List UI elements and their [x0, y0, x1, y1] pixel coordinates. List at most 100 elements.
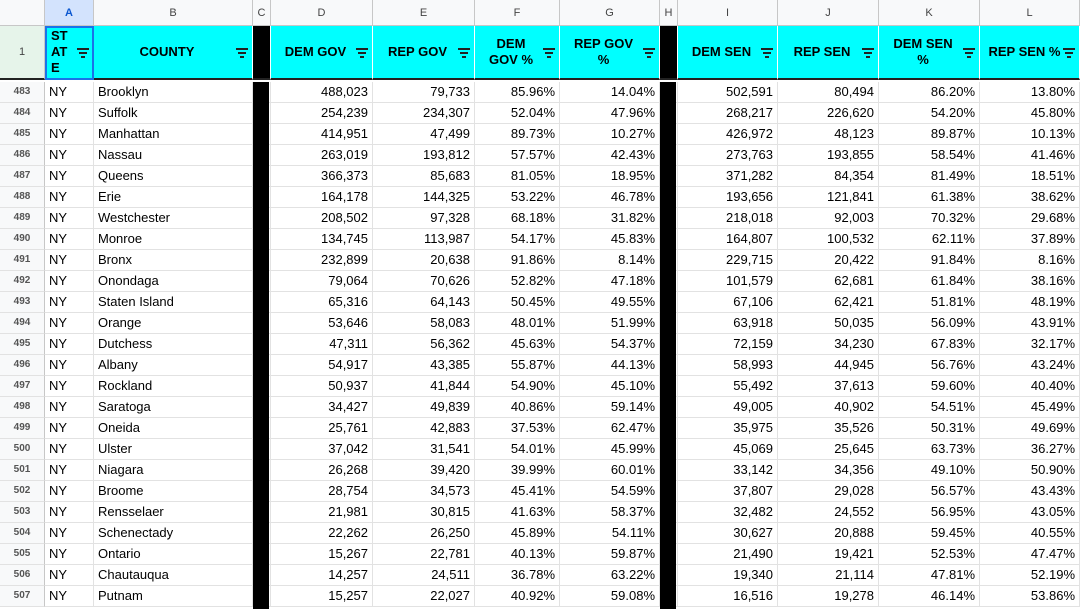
cell-state[interactable]: NY: [45, 397, 94, 418]
cell-rep-sen-pct[interactable]: 43.43%: [980, 481, 1080, 502]
cell-dem-gov[interactable]: 54,917: [271, 355, 373, 376]
cell-dem-gov-pct[interactable]: 55.87%: [475, 355, 560, 376]
cell-rep-gov[interactable]: 113,987: [373, 229, 475, 250]
row-number[interactable]: 492: [0, 271, 45, 292]
cell-rep-gov[interactable]: 39,420: [373, 460, 475, 481]
column-header-k[interactable]: K: [879, 0, 980, 26]
cell-dem-sen-pct[interactable]: 86.20%: [879, 82, 980, 103]
cell-dem-gov-pct[interactable]: 57.57%: [475, 145, 560, 166]
cell-dem-gov[interactable]: 488,023: [271, 82, 373, 103]
cell-county[interactable]: Putnam: [94, 586, 253, 607]
cell-rep-gov[interactable]: 64,143: [373, 292, 475, 313]
cell-dem-gov-pct[interactable]: 68.18%: [475, 208, 560, 229]
cell-state[interactable]: NY: [45, 460, 94, 481]
cell-rep-gov[interactable]: 34,573: [373, 481, 475, 502]
column-header-e[interactable]: E: [373, 0, 475, 26]
cell-rep-gov[interactable]: 24,511: [373, 565, 475, 586]
filter-icon[interactable]: [77, 48, 89, 58]
cell-dem-gov[interactable]: 15,267: [271, 544, 373, 565]
cell-rep-gov-pct[interactable]: 42.43%: [560, 145, 660, 166]
cell-dem-sen[interactable]: 229,715: [678, 250, 778, 271]
cell-dem-sen-pct[interactable]: 54.51%: [879, 397, 980, 418]
cell-rep-sen-pct[interactable]: 37.89%: [980, 229, 1080, 250]
cell-rep-gov-pct[interactable]: 10.27%: [560, 124, 660, 145]
cell-dem-gov[interactable]: 208,502: [271, 208, 373, 229]
row-number[interactable]: 507: [0, 586, 45, 607]
column-header-f[interactable]: F: [475, 0, 560, 26]
cell-dem-sen-pct[interactable]: 56.76%: [879, 355, 980, 376]
cell-rep-gov[interactable]: 70,626: [373, 271, 475, 292]
cell-rep-sen-pct[interactable]: 43.05%: [980, 502, 1080, 523]
row-number[interactable]: 489: [0, 208, 45, 229]
cell-dem-gov-pct[interactable]: 45.89%: [475, 523, 560, 544]
cell-dem-sen-pct[interactable]: 51.81%: [879, 292, 980, 313]
row-number[interactable]: 488: [0, 187, 45, 208]
cell-rep-sen[interactable]: 35,526: [778, 418, 879, 439]
cell-dem-sen-pct[interactable]: 56.57%: [879, 481, 980, 502]
cell-dem-sen-pct[interactable]: 56.95%: [879, 502, 980, 523]
cell-rep-gov[interactable]: 97,328: [373, 208, 475, 229]
cell-state[interactable]: NY: [45, 229, 94, 250]
cell-county[interactable]: Erie: [94, 187, 253, 208]
cell-dem-gov[interactable]: 50,937: [271, 376, 373, 397]
cell-rep-sen-pct[interactable]: 32.17%: [980, 334, 1080, 355]
column-header-i[interactable]: I: [678, 0, 778, 26]
cell-rep-sen[interactable]: 121,841: [778, 187, 879, 208]
cell-rep-sen[interactable]: 34,230: [778, 334, 879, 355]
row-number[interactable]: 499: [0, 418, 45, 439]
cell-dem-gov[interactable]: 366,373: [271, 166, 373, 187]
row-number[interactable]: 495: [0, 334, 45, 355]
cell-dem-gov[interactable]: 28,754: [271, 481, 373, 502]
cell-county[interactable]: Saratoga: [94, 397, 253, 418]
cell-dem-sen-pct[interactable]: 63.73%: [879, 439, 980, 460]
cell-dem-sen[interactable]: 30,627: [678, 523, 778, 544]
cell-rep-gov[interactable]: 31,541: [373, 439, 475, 460]
filter-icon[interactable]: [236, 48, 248, 58]
cell-dem-sen-pct[interactable]: 61.84%: [879, 271, 980, 292]
cell-dem-gov[interactable]: 232,899: [271, 250, 373, 271]
cell-dem-sen-pct[interactable]: 62.11%: [879, 229, 980, 250]
cell-rep-gov[interactable]: 41,844: [373, 376, 475, 397]
select-all-corner[interactable]: [0, 0, 45, 26]
cell-state[interactable]: NY: [45, 103, 94, 124]
cell-dem-sen[interactable]: 502,591: [678, 82, 778, 103]
header-cell-dem-gov[interactable]: DEM GOV: [271, 26, 373, 80]
cell-dem-sen[interactable]: 426,972: [678, 124, 778, 145]
row-number[interactable]: 494: [0, 313, 45, 334]
cell-county[interactable]: Broome: [94, 481, 253, 502]
cell-county[interactable]: Staten Island: [94, 292, 253, 313]
row-number[interactable]: 485: [0, 124, 45, 145]
cell-rep-gov-pct[interactable]: 18.95%: [560, 166, 660, 187]
cell-dem-sen-pct[interactable]: 89.87%: [879, 124, 980, 145]
cell-dem-gov[interactable]: 25,761: [271, 418, 373, 439]
cell-rep-sen[interactable]: 37,613: [778, 376, 879, 397]
filter-icon[interactable]: [862, 48, 874, 58]
cell-rep-gov-pct[interactable]: 59.87%: [560, 544, 660, 565]
cell-dem-sen[interactable]: 268,217: [678, 103, 778, 124]
cell-rep-sen[interactable]: 25,645: [778, 439, 879, 460]
cell-rep-sen-pct[interactable]: 40.55%: [980, 523, 1080, 544]
cell-rep-sen-pct[interactable]: 10.13%: [980, 124, 1080, 145]
column-header-d[interactable]: D: [271, 0, 373, 26]
cell-state[interactable]: NY: [45, 334, 94, 355]
cell-county[interactable]: Onondaga: [94, 271, 253, 292]
cell-dem-sen-pct[interactable]: 67.83%: [879, 334, 980, 355]
cell-dem-sen[interactable]: 193,656: [678, 187, 778, 208]
cell-rep-gov[interactable]: 22,027: [373, 586, 475, 607]
row-number[interactable]: 496: [0, 355, 45, 376]
cell-state[interactable]: NY: [45, 502, 94, 523]
cell-state[interactable]: NY: [45, 124, 94, 145]
cell-dem-gov[interactable]: 414,951: [271, 124, 373, 145]
cell-rep-sen[interactable]: 226,620: [778, 103, 879, 124]
cell-rep-sen[interactable]: 21,114: [778, 565, 879, 586]
cell-dem-gov-pct[interactable]: 40.13%: [475, 544, 560, 565]
cell-state[interactable]: NY: [45, 271, 94, 292]
header-cell-dem-sen[interactable]: DEM SEN: [678, 26, 778, 80]
cell-rep-gov-pct[interactable]: 62.47%: [560, 418, 660, 439]
cell-rep-sen-pct[interactable]: 47.47%: [980, 544, 1080, 565]
column-header-l[interactable]: L: [980, 0, 1080, 26]
cell-dem-gov[interactable]: 15,257: [271, 586, 373, 607]
cell-dem-sen-pct[interactable]: 59.45%: [879, 523, 980, 544]
cell-rep-gov-pct[interactable]: 47.96%: [560, 103, 660, 124]
cell-rep-sen-pct[interactable]: 40.40%: [980, 376, 1080, 397]
